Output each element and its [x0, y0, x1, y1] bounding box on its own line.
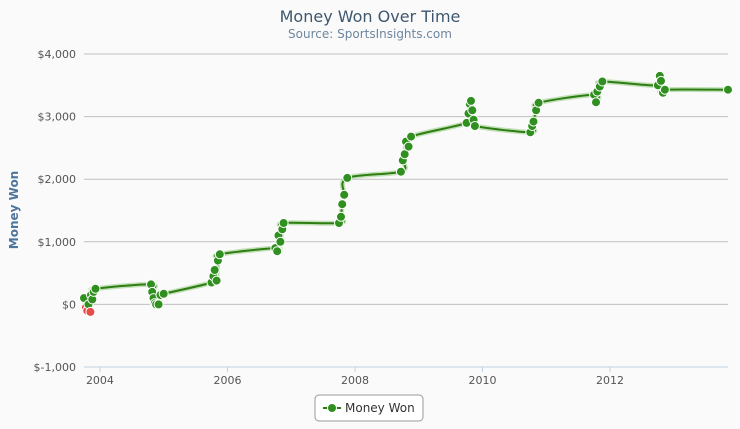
data-point[interactable]	[272, 246, 283, 257]
legend-marker-swatch	[327, 403, 337, 413]
y-tick-label: $1,000	[38, 236, 77, 249]
data-point[interactable]	[158, 288, 169, 299]
y-axis-label: Money Won	[7, 171, 21, 249]
x-tick-label: 2012	[596, 374, 624, 387]
data-point[interactable]	[723, 84, 733, 95]
data-point[interactable]	[337, 199, 348, 210]
data-point[interactable]	[403, 141, 414, 152]
series-money-won	[81, 73, 729, 315]
y-tick-label: $-1,000	[34, 361, 76, 374]
data-point[interactable]	[209, 265, 220, 275]
chart-title: Money Won Over Time	[280, 7, 461, 26]
data-point[interactable]	[211, 275, 222, 286]
grid-lines	[84, 53, 728, 368]
data-point[interactable]	[528, 116, 539, 127]
x-tick-label: 2008	[341, 374, 369, 387]
data-point[interactable]	[278, 218, 289, 228]
data-point[interactable]	[214, 249, 225, 260]
data-points	[79, 70, 733, 317]
data-point[interactable]	[153, 299, 164, 310]
y-tick-label: $0	[62, 298, 76, 311]
y-tick-label: $3,000	[38, 111, 77, 124]
legend-item-money-won: Money Won	[345, 401, 415, 415]
data-point[interactable]	[656, 75, 666, 86]
x-axis-ticks: 2004 2006 2008 2010 2012	[86, 367, 624, 387]
y-axis-ticks: $-1,000 $0 $1,000 $2,000 $3,000 $4,000	[34, 48, 76, 374]
series-line	[83, 74, 729, 314]
data-point[interactable]	[339, 189, 350, 200]
data-point[interactable]	[395, 166, 406, 177]
x-tick-label: 2004	[86, 374, 114, 387]
data-point[interactable]	[469, 121, 480, 131]
x-tick-label: 2006	[213, 374, 241, 387]
data-point[interactable]	[90, 283, 101, 294]
data-point[interactable]	[336, 211, 346, 222]
data-point[interactable]	[466, 95, 476, 106]
legend[interactable]: Money Won	[314, 394, 424, 422]
legend-box	[314, 394, 424, 422]
data-point[interactable]	[406, 131, 417, 142]
y-tick-label: $4,000	[38, 48, 77, 61]
series-line-shadow	[81, 73, 729, 315]
data-point[interactable]	[533, 97, 544, 108]
data-point[interactable]	[85, 306, 96, 317]
x-tick-label: 2010	[469, 374, 497, 387]
data-point[interactable]	[597, 76, 608, 87]
y-tick-label: $2,000	[38, 173, 77, 186]
data-point[interactable]	[275, 236, 286, 247]
data-point[interactable]	[342, 172, 353, 183]
data-point[interactable]	[659, 84, 670, 95]
data-point[interactable]	[591, 97, 601, 108]
chart-subtitle: Source: SportsInsights.com	[288, 27, 452, 41]
data-point[interactable]	[467, 105, 478, 116]
